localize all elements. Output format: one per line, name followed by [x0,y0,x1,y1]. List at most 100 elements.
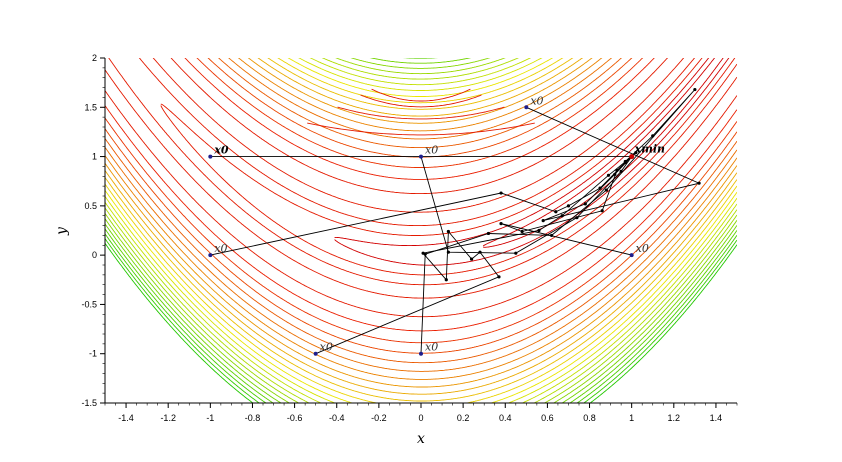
contour-line [105,233,737,403]
x-axis-label: x [417,431,425,447]
contour-line [105,228,737,403]
start-point-label: x0 [425,341,438,354]
contour-line [360,94,482,108]
start-point-label: x0 [530,94,543,107]
contour-line [257,58,584,117]
contour-line [334,58,730,266]
contour-line [160,58,703,236]
start-point [208,253,213,258]
start-point-label: x0 [636,242,649,255]
contour-line [371,88,471,102]
start-point-label: x0 [320,341,333,354]
path-point [634,151,638,155]
contour-line [350,58,491,69]
contour-line [105,170,737,395]
path-point [537,228,541,233]
contour-line [105,202,737,403]
contour-line [105,0,737,44]
path-point [606,173,611,177]
path-point [613,172,617,176]
path-point [604,188,608,192]
contour-line [105,0,737,53]
contour-line [105,196,737,403]
contour-line [277,58,564,104]
path-point [444,278,448,282]
x-tick-label: -0.2 [371,413,387,423]
contour-line [335,58,506,75]
axes: -1.4 -1.2 -1 -0.8 -0.6 -0.4 -0.2 0 0.2 0.4 0.6 0.8 1… [81,53,738,423]
path-point [469,257,474,261]
start-point [629,253,634,258]
x-tick-label: -0.4 [329,413,345,423]
contour-line [337,106,505,120]
contour-line [334,58,710,247]
x-tick-label: -1 [206,413,214,423]
y-tick-label: -1 [89,349,97,359]
path-point [478,250,482,254]
path-point [554,210,558,214]
y-tick-label: 1 [92,152,97,162]
y-tick-label: -0.5 [81,299,97,309]
contour-line [267,58,574,110]
path-point [499,191,503,195]
minimum-point [629,154,635,160]
path-point [651,134,655,138]
contour-line [105,190,737,403]
contour-line [105,105,737,332]
path-point [486,231,491,236]
contour-line [105,128,737,354]
contour-line [298,58,543,91]
path-line [420,156,633,254]
path-line [500,156,633,256]
x-tick-label: -0.6 [287,413,303,423]
contour-line [105,163,737,388]
y-tick-label: 2 [92,53,97,63]
contour-line [152,58,685,213]
contour-line [105,218,737,403]
contour-line [105,147,737,372]
path-markers [208,87,701,356]
contour-line [105,223,737,403]
y-tick-label: 0 [92,250,97,260]
x-tick-label: 1.4 [710,413,723,423]
contour-line [237,58,603,132]
path-point [693,87,697,92]
x-tick-label: -0.8 [245,413,261,423]
path-point [446,229,450,234]
start-point [419,351,423,356]
minimum-label: xmin [634,143,665,156]
path-point [514,251,518,255]
contour-line [369,58,472,64]
contour-line [247,58,593,124]
contour-line [105,238,737,403]
contour-line [105,207,737,403]
path-point [615,168,619,172]
path-point [541,219,545,223]
y-tick-label: -1.5 [81,398,97,408]
path-point [619,169,623,173]
path-point [423,252,427,256]
contour-line [287,58,554,97]
path-point [566,204,571,208]
contour-line [160,58,736,276]
x-tick-label: 1 [629,413,634,423]
contour-line [105,213,737,403]
y-tick-label: 1.5 [84,102,97,112]
path-point [499,222,503,226]
path-point [560,214,564,218]
path-point [520,229,524,234]
contour-line [218,58,623,149]
path-point [598,186,602,190]
contour-line [105,183,737,403]
contour-line [105,0,737,49]
path-point [697,181,701,185]
contour-line [138,58,696,227]
contour-line [105,155,737,380]
path-point [575,216,579,220]
contour-line [184,58,655,180]
path-point [497,275,501,279]
contour-line [309,58,532,86]
contour-line [108,58,737,286]
contour-line [105,243,737,403]
